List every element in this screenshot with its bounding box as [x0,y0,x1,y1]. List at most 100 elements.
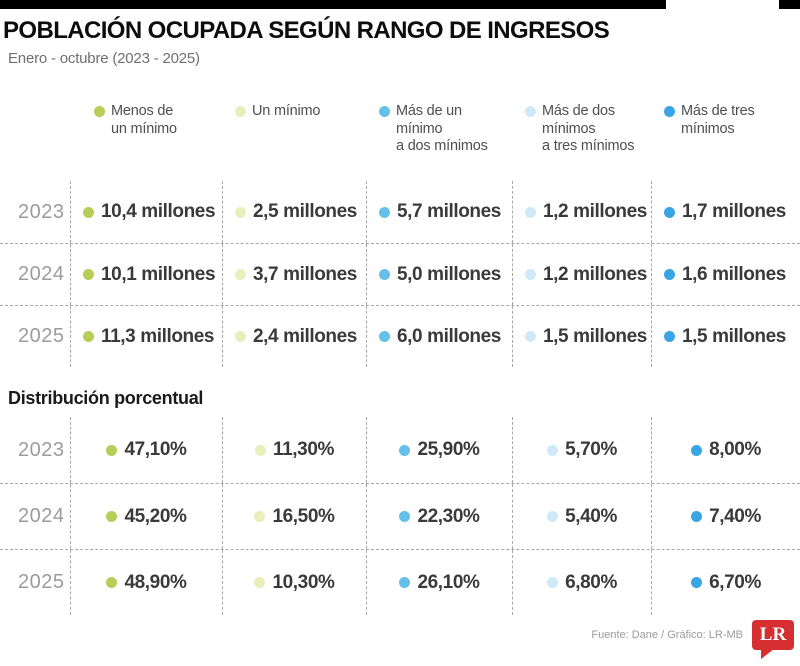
value-millions: 3,7 millones [253,263,357,285]
legend-label: Más de un mínimo a dos mínimos [396,103,488,155]
category-dot-icon [379,331,390,342]
cell-millions: 6,0 millones [366,306,512,367]
legend-dot-icon [94,106,105,117]
category-dot-icon [83,269,94,280]
percent-section-title: Distribución porcentual [8,388,204,408]
value-millions: 10,1 millones [101,263,216,285]
cell-percent: 48,90% [70,550,222,615]
legend-dot-icon [379,106,390,117]
cell-millions: 10,1 millones [70,244,222,305]
category-dot-icon [525,269,536,280]
category-dot-icon [83,206,94,218]
legend-item-mas-de-tres: Más de tres mínimos [651,103,800,138]
legend-dot-icon [235,106,246,117]
cell-percent: 8,00% [651,417,800,483]
cell-percent: 6,70% [651,550,800,615]
year-label: 2025 [18,325,65,347]
year-label: 2024 [18,505,65,527]
value-percent: 5,40% [565,505,617,527]
legend-item-mas-de-uno-a-dos: Más de un mínimo a dos mínimos [366,103,512,156]
category-dot-icon [547,511,559,522]
value-percent: 10,30% [272,571,335,593]
legend-item-mas-de-dos-a-tres: Más de dos mínimos a tres mínimos [512,103,651,156]
cell-millions: 1,2 millones [512,244,651,305]
source-credit: Fuente: Dane / Gráfico: LR-MB [591,629,743,641]
cell-percent: 6,80% [512,550,651,615]
year-label: 2024 [18,263,65,285]
value-percent: 7,40% [709,505,761,527]
percent-table: 2023 47,10% 11,30% 25,90% 5,70% 8,00% [0,417,800,615]
value-percent: 47,10% [124,439,187,460]
category-dot-icon [254,577,266,588]
category-dot-icon [379,206,390,218]
category-dot-icon [255,444,266,456]
cell-percent: 11,30% [222,417,366,483]
value-millions: 6,0 millones [397,325,501,347]
category-dot-icon [664,269,675,280]
value-millions: 11,3 millones [101,325,215,347]
cell-millions: 2,4 millones [222,306,366,367]
value-millions: 1,5 millones [682,325,786,347]
legend-row: Menos de un mínimo Un mínimo Más de un m… [0,103,800,156]
cell-millions: 11,3 millones [70,306,222,367]
value-millions: 1,5 millones [543,325,647,347]
category-dot-icon [83,331,94,342]
value-percent: 5,70% [565,439,617,460]
year-label: 2025 [18,571,65,593]
value-percent: 25,90% [417,439,480,460]
value-millions: 1,2 millones [543,263,647,285]
top-rule-gap [666,0,779,9]
category-dot-icon [399,444,411,456]
table-row-2025-percent: 2025 48,90% 10,30% 26,10% 6,80% 6,70% [0,549,800,615]
cell-millions: 3,7 millones [222,244,366,305]
cell-percent: 7,40% [651,484,800,549]
legend-dot-icon [525,106,536,117]
category-dot-icon [399,511,411,522]
table-row-2023-millions: 2023 10,4 millones 2,5 millones 5,7 mill… [0,181,800,243]
value-percent: 16,50% [272,505,335,527]
category-dot-icon [525,206,536,218]
cell-percent: 5,70% [512,417,651,483]
table-row-2023-percent: 2023 47,10% 11,30% 25,90% 5,70% 8,00% [0,417,800,483]
category-dot-icon [691,511,703,522]
legend-label: Un mínimo [252,103,321,119]
cell-percent: 22,30% [366,484,512,549]
cell-percent: 47,10% [70,417,222,483]
value-millions: 1,6 millones [682,263,786,285]
cell-millions: 2,5 millones [222,181,366,243]
category-dot-icon [106,511,118,522]
value-percent: 45,20% [124,505,187,527]
page-title: POBLACIÓN OCUPADA SEGÚN RANGO DE INGRESO… [3,17,610,44]
legend-label: Menos de un mínimo [111,103,177,137]
cell-percent: 25,90% [366,417,512,483]
cell-millions: 5,0 millones [366,244,512,305]
value-percent: 11,30% [273,439,334,460]
cell-millions: 1,5 millones [651,306,800,367]
category-dot-icon [379,269,390,280]
category-dot-icon [547,577,559,588]
value-millions: 1,7 millones [682,201,786,222]
table-row-2024-millions: 2024 10,1 millones 3,7 millones 5,0 mill… [0,243,800,305]
category-dot-icon [106,577,118,588]
cell-millions: 5,7 millones [366,181,512,243]
category-dot-icon [664,331,675,342]
category-dot-icon [664,206,675,218]
category-dot-icon [525,331,536,342]
cell-millions: 1,6 millones [651,244,800,305]
category-dot-icon [691,444,703,456]
cell-percent: 45,20% [70,484,222,549]
top-rule [0,0,800,9]
value-percent: 6,80% [565,571,617,593]
page-subtitle: Enero - octubre (2023 - 2025) [8,50,200,67]
cell-percent: 26,10% [366,550,512,615]
value-percent: 22,30% [417,505,480,527]
legend-label: Más de tres mínimos [681,103,755,137]
value-millions: 5,0 millones [397,263,501,285]
category-dot-icon [547,444,559,456]
lr-logo-text: LR [759,624,787,645]
value-percent: 8,00% [709,439,761,460]
year-label: 2023 [18,438,65,461]
table-row-2025-millions: 2025 11,3 millones 2,4 millones 6,0 mill… [0,305,800,367]
cell-millions: 1,7 millones [651,181,800,243]
